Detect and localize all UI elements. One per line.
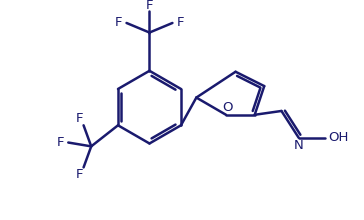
Text: F: F <box>146 0 153 12</box>
Text: F: F <box>57 136 64 149</box>
Text: OH: OH <box>329 131 349 144</box>
Text: O: O <box>223 101 233 114</box>
Text: F: F <box>76 112 83 125</box>
Text: N: N <box>294 139 304 152</box>
Text: F: F <box>115 16 123 29</box>
Text: F: F <box>176 16 184 29</box>
Text: F: F <box>76 168 83 181</box>
